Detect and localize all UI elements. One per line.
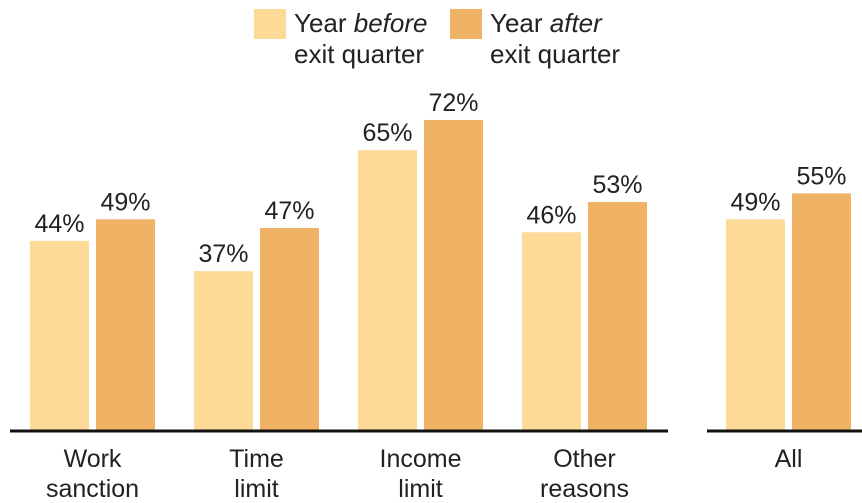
bar-0-1 — [96, 219, 155, 431]
bar-1-1 — [260, 227, 319, 431]
bar-0-0 — [30, 240, 89, 431]
bar-2-1 — [424, 119, 483, 432]
category-label-2: Income limit — [380, 445, 462, 503]
value-label-3-0: 46% — [526, 201, 576, 229]
bar-3-0 — [522, 232, 581, 431]
category-label-3: Other reasons — [540, 445, 629, 503]
legend-swatch-0 — [254, 9, 286, 39]
category-labels: Work sanction Time limit Income limit Other rea… — [46, 445, 802, 503]
value-label-0-0: 44% — [34, 210, 84, 238]
value-label-2-0: 65% — [362, 119, 412, 147]
bar-4-0 — [726, 219, 785, 431]
category-label-0: Work sanction — [46, 445, 139, 503]
legend-swatch-1 — [450, 9, 482, 39]
legend-label-0: Year before exit quarter — [294, 8, 428, 69]
bars — [30, 119, 851, 432]
category-label-1: Time limit — [229, 445, 284, 503]
value-labels: 44% 49% 37% 47% 65% 72% 46% 53% 49% 55% — [34, 89, 846, 268]
bar-2-0 — [358, 150, 417, 431]
value-label-1-1: 47% — [264, 197, 314, 225]
legend: Year before exit quarter Year after exit qu… — [254, 8, 620, 69]
value-label-3-1: 53% — [592, 171, 642, 199]
value-label-4-0: 49% — [730, 188, 780, 216]
value-label-0-1: 49% — [100, 188, 150, 216]
bar-1-0 — [194, 271, 253, 431]
value-label-1-0: 37% — [198, 240, 248, 268]
value-label-2-1: 72% — [428, 89, 478, 117]
bar-3-1 — [588, 202, 647, 431]
legend-label-1: Year after exit quarter — [490, 8, 620, 69]
value-label-4-1: 55% — [796, 162, 846, 190]
bar-4-1 — [792, 193, 851, 431]
category-label-4: All — [775, 445, 803, 473]
